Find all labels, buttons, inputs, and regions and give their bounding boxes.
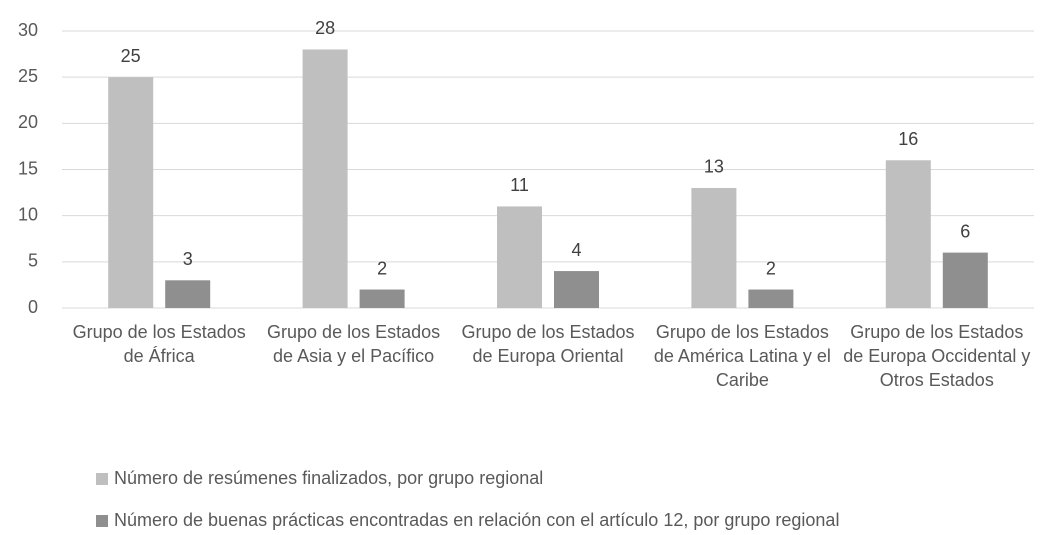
bar xyxy=(885,160,931,308)
x-tick-label: Grupo de los Estados de Europa Oriental xyxy=(461,322,635,366)
y-tick-label: 15 xyxy=(18,158,38,178)
y-tick-label: 5 xyxy=(28,251,38,271)
data-label: 3 xyxy=(183,249,193,269)
legend-swatch xyxy=(96,472,108,485)
legend-label: Número de resúmenes finalizados, por gru… xyxy=(114,468,544,488)
y-tick-label: 10 xyxy=(18,204,38,224)
bar xyxy=(108,77,154,309)
x-tick-label: Grupo de los Estados de Europa Occidenta… xyxy=(843,322,1031,390)
data-label: 6 xyxy=(960,221,970,241)
data-label: 2 xyxy=(766,258,776,278)
bar xyxy=(554,271,599,308)
legend-label: Número de buenas prácticas encontradas e… xyxy=(114,510,840,530)
data-label: 25 xyxy=(121,46,141,66)
legend-item: Número de resúmenes finalizados, por gru… xyxy=(96,468,543,489)
bar xyxy=(359,289,405,308)
bar xyxy=(165,280,211,308)
data-label: 4 xyxy=(571,240,581,260)
bar xyxy=(748,289,794,308)
data-label: 16 xyxy=(898,129,918,149)
x-tick-label: Grupo de los Estados de África xyxy=(72,322,246,366)
bar xyxy=(302,49,348,308)
bar xyxy=(691,187,737,308)
data-label: 13 xyxy=(704,157,724,177)
bar xyxy=(497,206,542,308)
x-tick-label: Grupo de los Estados de Asia y el Pacífi… xyxy=(267,322,441,366)
y-tick-label: 20 xyxy=(18,112,38,132)
x-tick-label: Grupo de los Estados de América Latina y… xyxy=(653,322,831,390)
data-label: 11 xyxy=(510,175,529,195)
legend-swatch xyxy=(96,514,108,527)
legend-item: Número de buenas prácticas encontradas e… xyxy=(96,510,839,531)
data-label: 2 xyxy=(377,258,387,278)
bar xyxy=(942,252,988,308)
y-tick-label: 0 xyxy=(28,297,38,317)
data-label: 28 xyxy=(315,18,335,38)
y-tick-label: 30 xyxy=(18,20,38,40)
y-tick-label: 25 xyxy=(18,66,38,86)
